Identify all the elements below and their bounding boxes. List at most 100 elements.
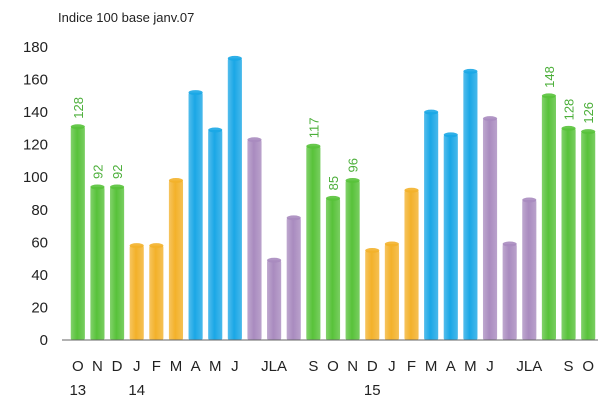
data-label: 92 <box>110 165 125 179</box>
x-tick-label: JLA <box>261 358 287 375</box>
y-tick-label: 0 <box>40 332 48 349</box>
bar <box>149 245 164 340</box>
bar-cap <box>463 68 478 74</box>
x-tick-label: N <box>92 358 103 375</box>
bar <box>443 134 458 340</box>
x-tick-label: J <box>486 358 494 375</box>
bar-cap <box>70 124 85 130</box>
y-axis: 0 20 40 60 80 100 120 140 160 180 <box>23 39 48 349</box>
bar <box>463 71 478 341</box>
bar <box>384 243 399 340</box>
x-tick-label: M <box>464 358 477 375</box>
bar-cap <box>502 241 517 247</box>
x-tick-label: O <box>72 358 84 375</box>
unit-label: Indice 100 base janv.07 <box>58 10 194 25</box>
bar <box>227 58 242 341</box>
bar-cap <box>424 109 439 115</box>
bar-cap <box>267 257 282 263</box>
bar <box>267 260 282 340</box>
bar <box>306 146 321 340</box>
bar-cap <box>227 55 242 61</box>
y-tick-label: 100 <box>23 169 48 186</box>
bar-cap <box>247 137 262 143</box>
bar-cap <box>365 247 380 253</box>
bar-cap <box>90 184 105 190</box>
year-label: 15 <box>364 382 381 399</box>
bar-cap <box>306 143 321 149</box>
bar <box>502 243 517 340</box>
year-label: 13 <box>69 382 86 399</box>
data-label: 148 <box>542 66 557 88</box>
data-label: 126 <box>581 102 596 124</box>
bar <box>581 131 596 340</box>
bar <box>365 250 380 340</box>
bar-cap <box>482 116 498 122</box>
x-tick-label: F <box>152 358 161 375</box>
bar <box>208 130 223 340</box>
bar <box>325 198 341 340</box>
x-axis: O N D J F M A M J JLA S O N D J F M A M J JLA S O13 14 15 <box>62 339 598 399</box>
bar-cap <box>110 184 125 190</box>
x-tick-label: M <box>425 358 438 375</box>
bar-cap <box>286 215 301 221</box>
data-label: 128 <box>71 97 86 119</box>
bar <box>541 95 556 340</box>
bar-cap <box>188 90 203 96</box>
bar-cap <box>149 243 164 249</box>
y-tick-label: 160 <box>23 72 48 89</box>
x-tick-label: S <box>564 358 574 375</box>
bar-cap <box>561 125 576 131</box>
y-tick-label: 120 <box>23 137 48 154</box>
bar-cap <box>404 187 419 193</box>
x-tick-label: A <box>446 358 456 375</box>
bar-cap <box>325 195 341 201</box>
bar <box>70 126 85 340</box>
bar-cap <box>522 197 537 203</box>
x-tick-label: JLA <box>516 358 542 375</box>
bar <box>168 180 184 340</box>
bar <box>404 190 419 340</box>
bar <box>482 118 498 340</box>
x-tick-label: J <box>231 358 239 375</box>
x-tick-label: S <box>308 358 318 375</box>
x-tick-label: O <box>327 358 339 375</box>
bar <box>424 112 439 340</box>
y-tick-label: 40 <box>31 267 48 284</box>
bar-cap <box>581 129 596 135</box>
year-label: 14 <box>128 382 145 399</box>
x-tick-label: N <box>347 358 358 375</box>
bar-cap <box>345 177 360 183</box>
data-labels: 128 92 92 117 85 96 148 128 126 <box>71 66 596 190</box>
bar <box>129 245 144 340</box>
bar <box>188 92 203 340</box>
data-label: 85 <box>326 176 341 190</box>
bar <box>110 186 125 340</box>
y-tick-label: 20 <box>31 299 48 316</box>
y-tick-label: 140 <box>23 104 48 121</box>
y-tick-label: 60 <box>31 234 48 251</box>
x-tick-label: M <box>170 358 183 375</box>
y-tick-label: 180 <box>23 39 48 56</box>
bar <box>522 200 537 340</box>
x-tick-label: J <box>388 358 396 375</box>
data-label: 96 <box>346 158 361 172</box>
x-tick-label: A <box>191 358 201 375</box>
x-tick-label: O <box>582 358 594 375</box>
bar-cap <box>168 177 184 183</box>
bar <box>345 180 360 340</box>
bar-cap <box>208 127 223 133</box>
data-label: 117 <box>306 118 321 139</box>
x-tick-label: J <box>133 358 141 375</box>
bar <box>286 217 301 340</box>
data-label: 128 <box>562 99 577 121</box>
bar-cap <box>443 132 458 138</box>
bar <box>561 128 576 340</box>
data-label: 92 <box>90 165 105 179</box>
x-tick-label: D <box>112 358 123 375</box>
x-tick-label: M <box>209 358 222 375</box>
y-tick-label: 80 <box>31 202 48 219</box>
bar <box>247 139 262 340</box>
bar-cap <box>541 93 556 99</box>
